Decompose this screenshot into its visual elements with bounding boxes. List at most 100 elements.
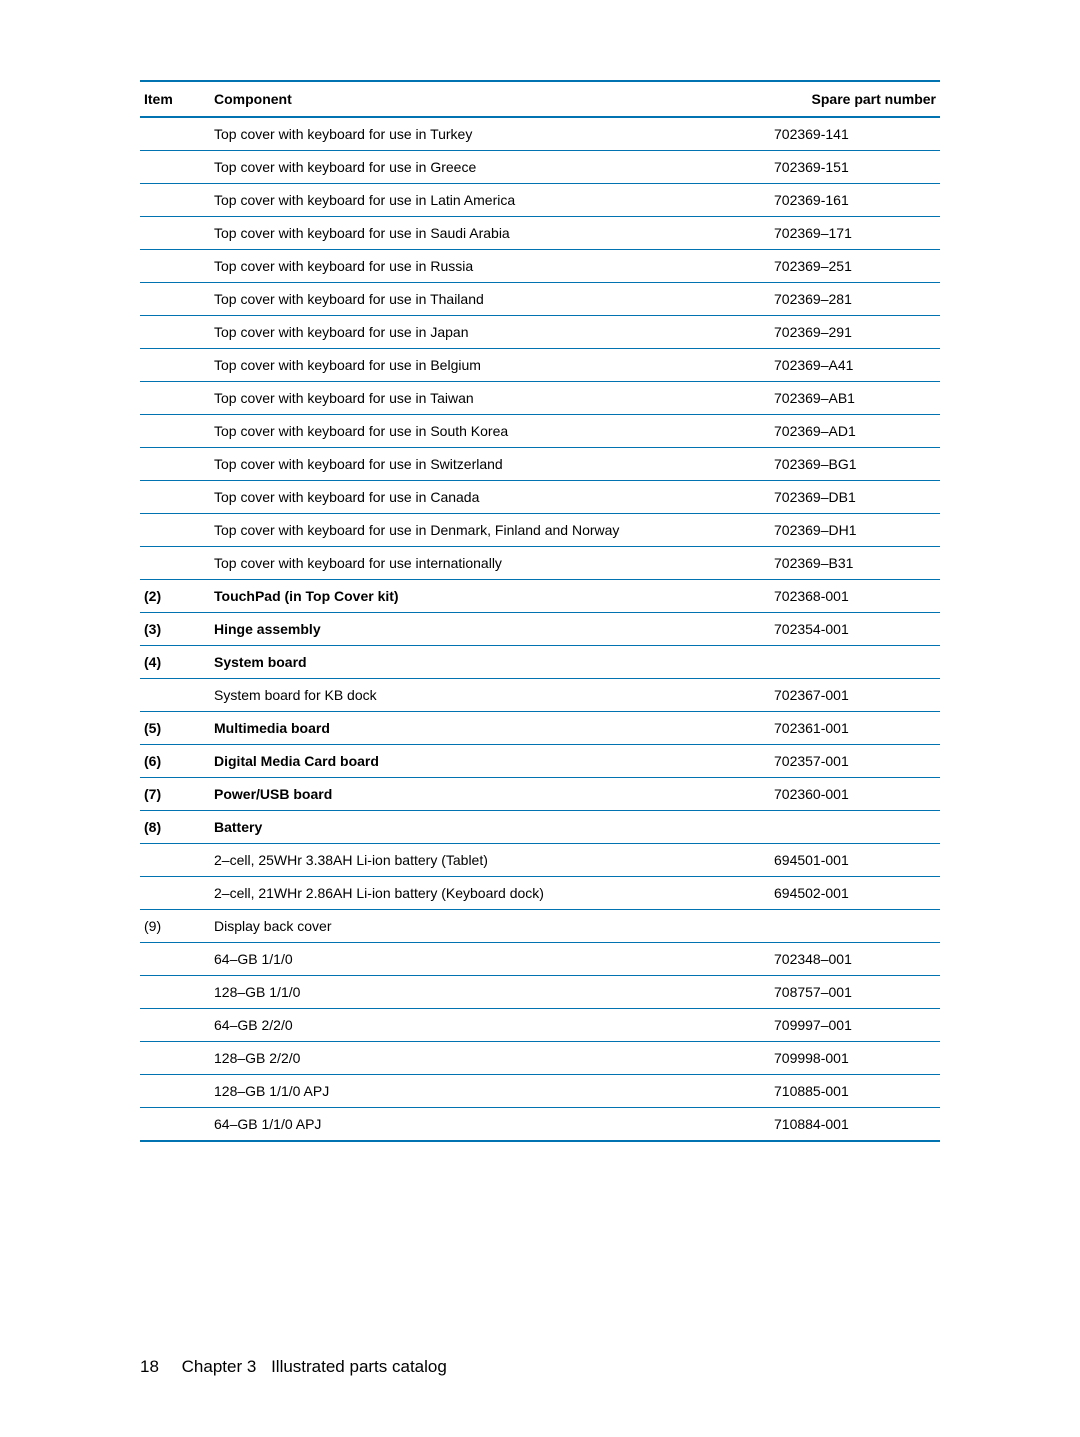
table-row: 64–GB 1/1/0702348–001: [140, 943, 940, 976]
cell-part-number: 694502-001: [770, 877, 940, 910]
header-part: Spare part number: [770, 81, 940, 117]
cell-part-number: 702369–281: [770, 283, 940, 316]
table-row: Top cover with keyboard for use in Canad…: [140, 481, 940, 514]
cell-component: Top cover with keyboard for use in Turke…: [210, 117, 770, 151]
page-number: 18: [140, 1357, 159, 1376]
cell-item: [140, 283, 210, 316]
table-row: Top cover with keyboard for use in Turke…: [140, 117, 940, 151]
cell-component: 2–cell, 21WHr 2.86AH Li-ion battery (Key…: [210, 877, 770, 910]
cell-part-number: 702369–DH1: [770, 514, 940, 547]
cell-component: Top cover with keyboard for use in Denma…: [210, 514, 770, 547]
table-row: (4)System board: [140, 646, 940, 679]
cell-component: Top cover with keyboard for use in Taiwa…: [210, 382, 770, 415]
table-row: (3)Hinge assembly702354-001: [140, 613, 940, 646]
cell-part-number: 702348–001: [770, 943, 940, 976]
cell-component: TouchPad (in Top Cover kit): [210, 580, 770, 613]
cell-item: [140, 151, 210, 184]
parts-table: Item Component Spare part number Top cov…: [140, 80, 940, 1142]
table-row: Top cover with keyboard for use in Greec…: [140, 151, 940, 184]
cell-part-number: 694501-001: [770, 844, 940, 877]
header-row: Item Component Spare part number: [140, 81, 940, 117]
cell-part-number: 702360-001: [770, 778, 940, 811]
table-row: (5)Multimedia board702361-001: [140, 712, 940, 745]
cell-component: System board: [210, 646, 770, 679]
cell-item: [140, 382, 210, 415]
cell-component: Display back cover: [210, 910, 770, 943]
cell-item: (4): [140, 646, 210, 679]
cell-item: (3): [140, 613, 210, 646]
cell-component: Hinge assembly: [210, 613, 770, 646]
cell-item: (2): [140, 580, 210, 613]
cell-component: Top cover with keyboard for use in Thail…: [210, 283, 770, 316]
cell-item: [140, 349, 210, 382]
cell-component: 2–cell, 25WHr 3.38AH Li-ion battery (Tab…: [210, 844, 770, 877]
table-row: Top cover with keyboard for use in Thail…: [140, 283, 940, 316]
cell-part-number: [770, 646, 940, 679]
cell-part-number: [770, 811, 940, 844]
cell-item: [140, 844, 210, 877]
table-row: 2–cell, 21WHr 2.86AH Li-ion battery (Key…: [140, 877, 940, 910]
cell-item: [140, 316, 210, 349]
cell-component: 64–GB 1/1/0: [210, 943, 770, 976]
cell-item: [140, 117, 210, 151]
cell-part-number: 702369–AD1: [770, 415, 940, 448]
cell-part-number: 702369–171: [770, 217, 940, 250]
table-row: 64–GB 1/1/0 APJ710884-001: [140, 1108, 940, 1142]
cell-part-number: 702369–B31: [770, 547, 940, 580]
header-component: Component: [210, 81, 770, 117]
cell-part-number: 710884-001: [770, 1108, 940, 1142]
cell-part-number: 702369-151: [770, 151, 940, 184]
cell-part-number: 702369-161: [770, 184, 940, 217]
cell-component: 128–GB 2/2/0: [210, 1042, 770, 1075]
cell-component: System board for KB dock: [210, 679, 770, 712]
header-item: Item: [140, 81, 210, 117]
table-row: (2)TouchPad (in Top Cover kit)702368-001: [140, 580, 940, 613]
table-row: Top cover with keyboard for use in Taiwa…: [140, 382, 940, 415]
cell-part-number: 710885-001: [770, 1075, 940, 1108]
cell-component: Multimedia board: [210, 712, 770, 745]
table-body: Top cover with keyboard for use in Turke…: [140, 117, 940, 1141]
table-row: Top cover with keyboard for use in South…: [140, 415, 940, 448]
cell-part-number: 702369–BG1: [770, 448, 940, 481]
cell-item: [140, 679, 210, 712]
cell-item: (5): [140, 712, 210, 745]
cell-part-number: 702369–DB1: [770, 481, 940, 514]
cell-component: Top cover with keyboard for use in Latin…: [210, 184, 770, 217]
cell-item: [140, 1075, 210, 1108]
cell-part-number: 709997–001: [770, 1009, 940, 1042]
cell-item: [140, 481, 210, 514]
cell-part-number: [770, 910, 940, 943]
cell-item: [140, 1108, 210, 1142]
table-row: Top cover with keyboard for use in Switz…: [140, 448, 940, 481]
cell-item: [140, 250, 210, 283]
table-row: Top cover with keyboard for use internat…: [140, 547, 940, 580]
cell-part-number: 702369–291: [770, 316, 940, 349]
table-row: 64–GB 2/2/0709997–001: [140, 1009, 940, 1042]
cell-component: Battery: [210, 811, 770, 844]
cell-part-number: 702361-001: [770, 712, 940, 745]
cell-item: [140, 184, 210, 217]
table-row: Top cover with keyboard for use in Russi…: [140, 250, 940, 283]
cell-item: [140, 415, 210, 448]
cell-part-number: 702368-001: [770, 580, 940, 613]
table-row: 2–cell, 25WHr 3.38AH Li-ion battery (Tab…: [140, 844, 940, 877]
table-row: Top cover with keyboard for use in Japan…: [140, 316, 940, 349]
cell-item: [140, 976, 210, 1009]
cell-item: [140, 877, 210, 910]
table-row: (7)Power/USB board702360-001: [140, 778, 940, 811]
cell-component: Top cover with keyboard for use in Japan: [210, 316, 770, 349]
table-row: (6)Digital Media Card board702357-001: [140, 745, 940, 778]
table-header: Item Component Spare part number: [140, 81, 940, 117]
cell-item: [140, 547, 210, 580]
table-row: Top cover with keyboard for use in Belgi…: [140, 349, 940, 382]
cell-part-number: 702369-141: [770, 117, 940, 151]
cell-item: [140, 1009, 210, 1042]
cell-item: [140, 1042, 210, 1075]
cell-part-number: 709998-001: [770, 1042, 940, 1075]
cell-part-number: 702369–A41: [770, 349, 940, 382]
cell-part-number: 702369–251: [770, 250, 940, 283]
table-row: (9)Display back cover: [140, 910, 940, 943]
table-row: Top cover with keyboard for use in Saudi…: [140, 217, 940, 250]
cell-component: Top cover with keyboard for use in Greec…: [210, 151, 770, 184]
table-row: Top cover with keyboard for use in Latin…: [140, 184, 940, 217]
